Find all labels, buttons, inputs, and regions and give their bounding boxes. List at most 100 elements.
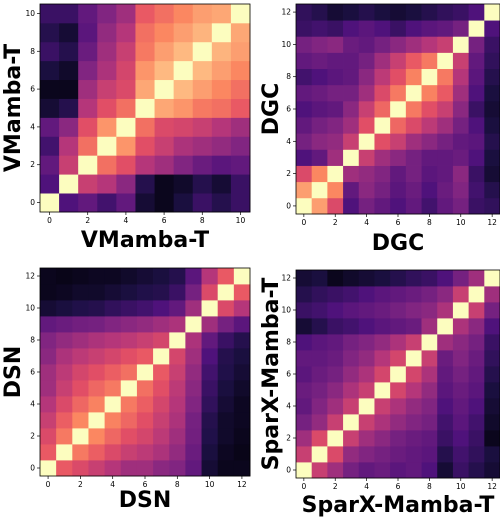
heatmap-cell xyxy=(211,41,232,62)
heatmap-cell xyxy=(374,318,391,335)
heatmap-cell xyxy=(390,181,407,199)
heatmap-cell xyxy=(405,4,422,21)
y-tick-label: 10 xyxy=(25,9,35,18)
heatmap-cell xyxy=(201,396,219,413)
heatmap-cell xyxy=(405,318,422,335)
heatmap-cell xyxy=(296,430,313,447)
heatmap-cell xyxy=(452,302,470,319)
heatmap-cell xyxy=(230,155,251,175)
heatmap-cell xyxy=(135,4,155,24)
heatmap-cell xyxy=(233,332,251,349)
heatmap-cell xyxy=(421,414,438,431)
heatmap-cell xyxy=(343,68,360,86)
heatmap-cell xyxy=(437,133,454,150)
heatmap-cell xyxy=(390,20,407,37)
heatmap-cell xyxy=(211,79,232,99)
heatmap-cell xyxy=(88,284,106,301)
heatmap-cell xyxy=(211,155,232,175)
heatmap-cell xyxy=(40,174,60,194)
heatmap-cell xyxy=(201,460,219,477)
y-tick-label: 2 xyxy=(30,432,35,441)
heatmap-cell xyxy=(56,444,73,461)
heatmap-cell xyxy=(211,4,232,24)
x-tick-label: 2 xyxy=(333,482,338,491)
heatmap-cell xyxy=(56,396,73,413)
heatmap-cell xyxy=(104,412,122,429)
heatmap-cell xyxy=(311,133,328,150)
heatmap-cell xyxy=(40,117,60,137)
heatmap-cell xyxy=(169,300,186,317)
heatmap-cell xyxy=(296,382,313,399)
heatmap-cell xyxy=(233,316,251,333)
heatmap-cell xyxy=(484,334,500,351)
x-tick-label: 0 xyxy=(47,216,52,225)
heatmap-cell xyxy=(390,270,407,287)
heatmap-cell xyxy=(421,117,438,134)
heatmap-cell xyxy=(311,270,328,287)
heatmap-cell xyxy=(88,348,106,365)
x-tick-label: 6 xyxy=(143,480,148,489)
x-tick-label: 8 xyxy=(200,216,205,225)
y-axis-label: DSN xyxy=(1,346,26,399)
heatmap-cell xyxy=(136,364,154,381)
heatmap-cell xyxy=(390,414,407,431)
heatmap-cell xyxy=(104,284,122,301)
heatmap-cell xyxy=(405,302,422,319)
heatmap-cell xyxy=(327,100,344,118)
heatmap-cell xyxy=(437,4,454,21)
heatmap-cell xyxy=(327,181,344,199)
heatmap-cell xyxy=(405,68,422,86)
heatmap-cell xyxy=(40,348,57,365)
heatmap-cell xyxy=(201,428,219,445)
y-tick-label: 12 xyxy=(25,272,35,281)
heatmap-cell xyxy=(358,149,375,166)
heatmap-cell xyxy=(311,117,328,134)
heatmap-cell xyxy=(56,300,73,317)
heatmap-cell xyxy=(201,268,219,285)
x-tick-label: 10 xyxy=(236,216,246,225)
heatmap-cell xyxy=(421,350,438,367)
heatmap-cell xyxy=(327,350,344,367)
heatmap-cell xyxy=(374,68,391,86)
heatmap-cell xyxy=(40,284,57,301)
heatmap-cell xyxy=(192,117,213,137)
heatmap-cell xyxy=(185,412,202,429)
heatmap-cell xyxy=(343,197,360,215)
heatmap-cell xyxy=(192,98,213,118)
heatmap-cell xyxy=(358,117,375,134)
heatmap-cell xyxy=(59,98,79,118)
heatmap-cell xyxy=(173,22,194,43)
heatmap-cell xyxy=(153,284,170,301)
heatmap-cell xyxy=(311,197,328,215)
heatmap-cell xyxy=(405,117,422,134)
heatmap-cell xyxy=(468,366,485,383)
heatmap-cell xyxy=(390,84,407,102)
heatmap-cell xyxy=(296,334,313,351)
heatmap-cell xyxy=(343,430,360,447)
heatmap-cell xyxy=(405,181,422,199)
heatmap-cell xyxy=(374,133,391,150)
heatmap-cell xyxy=(327,398,344,415)
heatmap-cell xyxy=(468,302,485,319)
heatmap-cell xyxy=(296,350,313,367)
heatmap-cell xyxy=(153,300,170,317)
heatmap-cell xyxy=(374,302,391,319)
heatmap-cell xyxy=(104,460,122,477)
heatmap-cell xyxy=(327,84,344,102)
heatmap-cell xyxy=(311,414,328,431)
heatmap-cell xyxy=(327,4,344,21)
heatmap-cell xyxy=(233,364,251,381)
heatmap-cell xyxy=(374,446,391,463)
heatmap-cell xyxy=(311,4,328,21)
heatmap-cell xyxy=(169,348,186,365)
heatmap-cell xyxy=(374,414,391,431)
heatmap-cell xyxy=(233,428,251,445)
y-axis-label: DGC xyxy=(259,83,284,135)
heatmap-cell xyxy=(59,136,79,156)
x-axis-label: SparX-Mamba-T xyxy=(302,493,495,518)
heatmap-cell xyxy=(343,165,360,183)
heatmap-cell xyxy=(169,364,186,381)
heatmap-cell xyxy=(136,332,154,349)
heatmap-cell xyxy=(78,174,98,194)
heatmap-cell xyxy=(72,348,89,365)
